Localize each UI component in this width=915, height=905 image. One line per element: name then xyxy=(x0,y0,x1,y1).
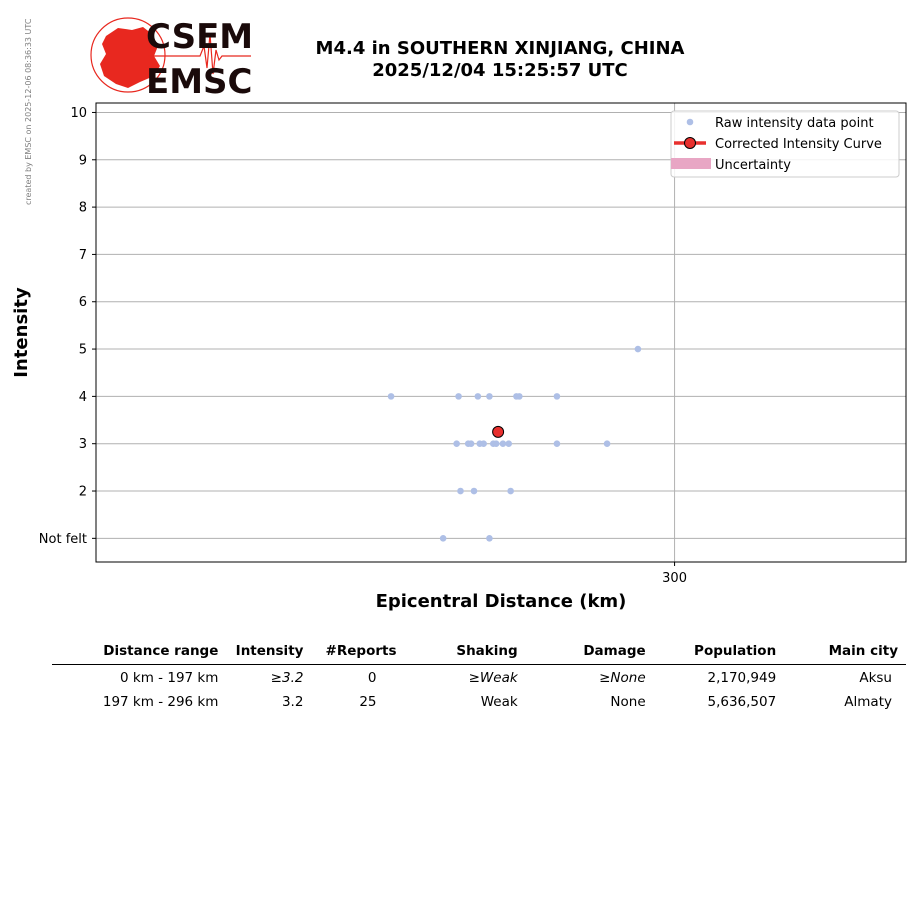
legend-uncertainty-swatch xyxy=(671,158,711,169)
table-cell: None xyxy=(610,694,646,710)
y-axis-label: Intensity xyxy=(11,287,32,378)
y-tick-label: 5 xyxy=(79,343,87,358)
legend-raw-label: Raw intensity data point xyxy=(715,116,874,131)
table-cell: 5,636,507 xyxy=(707,694,777,710)
legend-box xyxy=(670,110,900,178)
raw-data-point xyxy=(499,440,507,448)
legend-curve-label: Corrected Intensity Curve xyxy=(715,137,882,152)
raw-data-point xyxy=(553,440,561,448)
table-header-cell: Shaking xyxy=(404,640,526,665)
legend-raw-marker xyxy=(686,118,694,126)
table-header-cell: #Reports xyxy=(311,640,405,665)
raw-data-point xyxy=(486,535,493,542)
raw-data-point xyxy=(480,440,487,448)
table-cell: 197 km - 296 km xyxy=(102,694,219,710)
x-axis-label: Epicentral Distance (km) xyxy=(376,591,627,612)
raw-data-point xyxy=(467,440,475,448)
raw-data-point xyxy=(505,440,513,448)
y-tick-label: 6 xyxy=(79,295,87,310)
logo-globe-icon xyxy=(90,17,166,93)
table-cell: 25 xyxy=(359,694,377,710)
table-cell: 2,170,949 xyxy=(707,670,777,686)
y-tick-label: 9 xyxy=(79,153,87,168)
table-cell: Aksu xyxy=(859,670,892,686)
plot-frame xyxy=(95,102,907,563)
y-tick-label: 2 xyxy=(79,485,87,500)
table-header-cell: Intensity xyxy=(226,640,312,665)
table-header-cell: Distance range xyxy=(52,640,227,665)
table-cell: Almaty xyxy=(844,694,892,710)
table-cell: Weak xyxy=(480,694,518,710)
raw-data-point xyxy=(516,393,523,400)
table-cell: 0 km - 197 km xyxy=(120,670,219,686)
logo-seismogram xyxy=(148,33,251,75)
raw-data-point xyxy=(387,393,395,400)
table-cell: ≥3.2 xyxy=(270,670,304,686)
y-tick-label: 3 xyxy=(79,437,87,452)
raw-data-point xyxy=(439,535,447,542)
y-tick-label: 7 xyxy=(79,248,87,263)
raw-data-point xyxy=(553,393,561,400)
raw-data-point xyxy=(492,440,500,448)
csem-emsc-logo: CSEM EMSC xyxy=(90,17,253,98)
table-header-cell: Population xyxy=(653,640,785,665)
raw-data-point xyxy=(470,487,478,495)
legend-curve-marker xyxy=(684,137,696,149)
intensity-chart: Not felt 2 3 4 5 6 7 8 9 10 300 Epicentral Distance… xyxy=(11,102,907,612)
logo-text-csem: CSEM xyxy=(146,17,253,57)
title-datetime: 2025/12/04 15:25:57 UTC xyxy=(372,60,628,81)
table-header-row: Distance range Intensity #Reports Shaking Da… xyxy=(52,640,906,665)
table-cell: 3.2 xyxy=(281,694,304,710)
chart-title: M4.4 in SOUTHERN XINJIANG, CHINA 2025/12… xyxy=(250,38,750,82)
table-cell: 0 xyxy=(367,670,377,686)
y-tick-label: 4 xyxy=(79,390,87,405)
table-row: 0 km - 197 km ≥3.2 0 ≥Weak ≥None 2,170,949 Aks… xyxy=(52,665,906,690)
corrected-intensity-point xyxy=(492,425,505,438)
intensity-table: Distance range Intensity #Reports Shaking Da… xyxy=(52,640,906,713)
y-tick-label: 8 xyxy=(79,201,87,216)
logo-map-shape xyxy=(100,27,160,88)
y-tick-label: 10 xyxy=(70,106,87,121)
raw-data-point xyxy=(634,345,642,353)
raw-data-point xyxy=(474,393,482,400)
table-cell: ≥None xyxy=(599,670,646,686)
table-row: 197 km - 296 km 3.2 25 Weak None 5,636,507 Alm… xyxy=(52,689,906,713)
table-header-cell: Damage xyxy=(525,640,654,665)
raw-data-point xyxy=(486,393,493,400)
x-tick-label: 300 xyxy=(662,571,687,586)
logo-text-emsc: EMSC xyxy=(146,62,253,98)
table-header-cell: Main city xyxy=(784,640,906,665)
raw-data-point xyxy=(507,487,514,495)
legend-uncertainty-label: Uncertainty xyxy=(715,158,791,173)
table-cell: ≥Weak xyxy=(468,670,518,686)
title-event: M4.4 in SOUTHERN XINJIANG, CHINA xyxy=(315,38,685,59)
y-tick-label: Not felt xyxy=(39,532,87,547)
raw-data-point xyxy=(453,440,460,448)
raw-data-point xyxy=(457,487,464,495)
raw-data-point xyxy=(455,393,462,400)
raw-data-point xyxy=(603,440,611,448)
